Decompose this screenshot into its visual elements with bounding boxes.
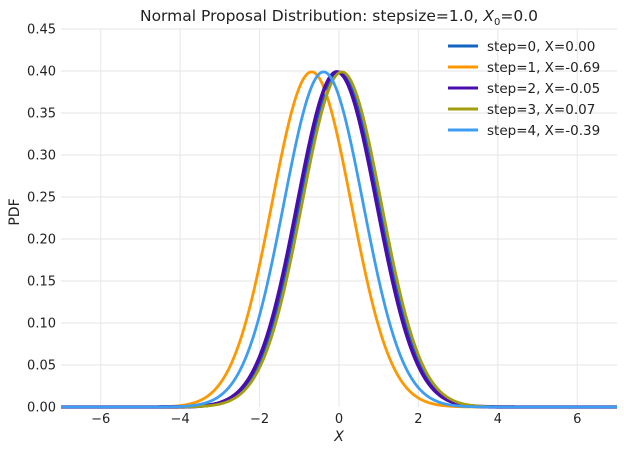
x-tick-label: 6 (573, 412, 581, 427)
legend: step=0, X=0.00 step=1, X=-0.69 step=2, X=-… (448, 39, 600, 139)
y-tick-label: 0.45 (27, 23, 56, 38)
legend-entry-label: step=3, X=0.07 (487, 102, 595, 118)
x-tick-label: 2 (414, 412, 422, 427)
y-axis-label: PDF (7, 198, 23, 225)
y-tick-label: 0.25 (27, 191, 56, 206)
y-tick-label: 0.30 (27, 149, 56, 164)
x-tick-label: −4 (171, 412, 190, 427)
x-tick-label: 4 (494, 412, 502, 427)
y-tick-label: 0.40 (27, 65, 56, 80)
grid (61, 28, 617, 407)
y-tick-label: 0.15 (27, 275, 56, 290)
y-tick-label: 0.05 (27, 359, 56, 374)
series-layer (60, 70, 618, 409)
x-tick-label: 0 (335, 412, 343, 427)
y-tick-label: 0.10 (27, 317, 56, 332)
y-axis-ticks: 0.00 0.05 0.10 0.15 0.20 0.25 0.30 0.35 0.40 0.45 (27, 23, 56, 416)
y-tick-label: 0.20 (27, 233, 56, 248)
legend-entry-label: step=0, X=0.00 (487, 39, 595, 55)
legend-entry-label: step=1, X=-0.69 (487, 60, 600, 76)
y-tick-label: 0.35 (27, 107, 56, 122)
x-axis-ticks: −6 −4 −2 0 2 4 6 (91, 412, 581, 427)
x-tick-label: −6 (91, 412, 110, 427)
legend-entry-label: step=2, X=-0.05 (487, 81, 600, 97)
y-tick-label: 0.00 (27, 401, 56, 416)
legend-entry-label: step=4, X=-0.39 (487, 123, 600, 139)
chart-title: Normal Proposal Distribution: stepsize=1… (140, 7, 538, 28)
x-tick-label: −2 (250, 412, 269, 427)
series-line-step-4 (60, 70, 618, 409)
x-axis-label: X (333, 429, 344, 445)
